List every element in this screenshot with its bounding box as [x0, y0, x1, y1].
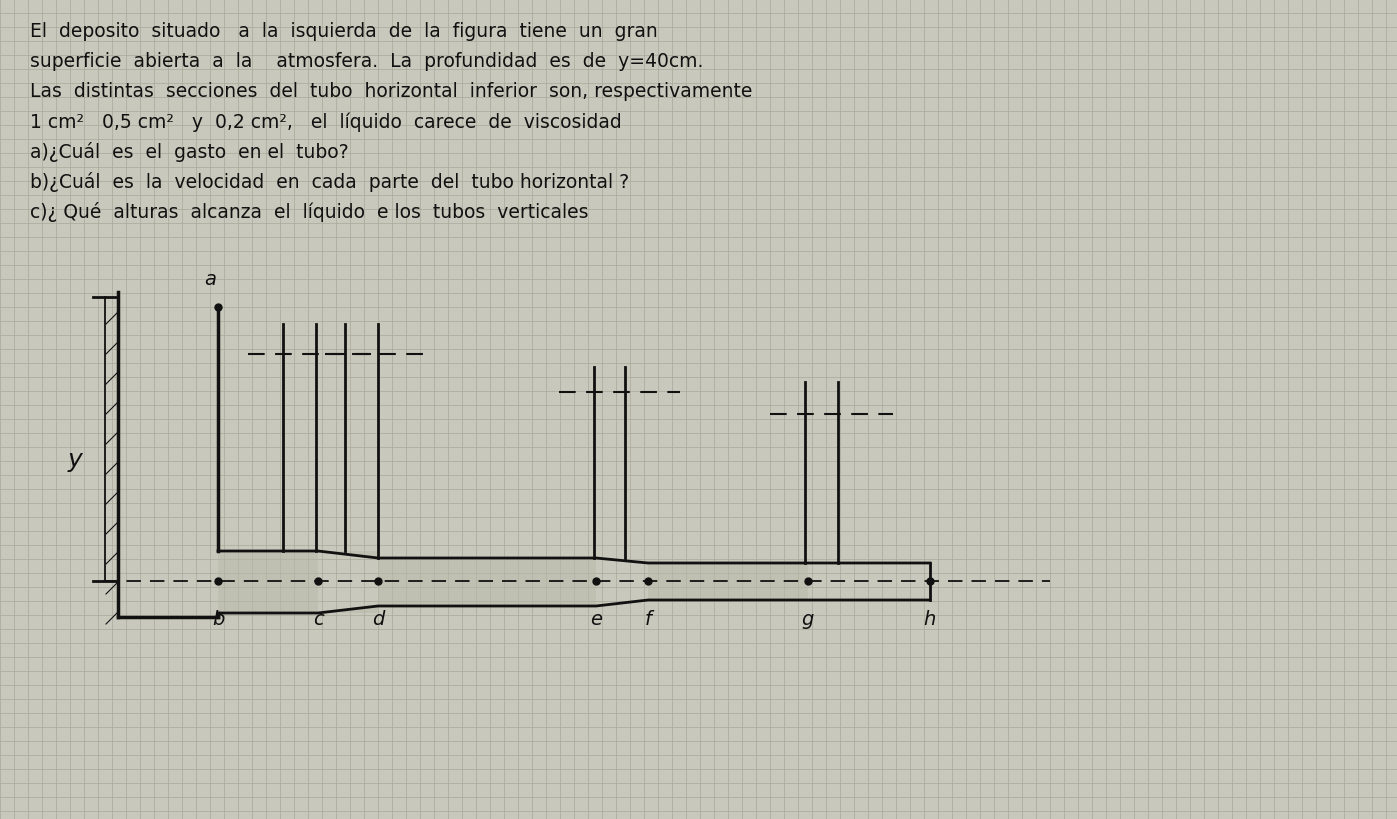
Text: El  deposito  situado   a  la  isquierda  de  la  figura  tiene  un  gran: El deposito situado a la isquierda de la… [29, 22, 658, 41]
Bar [379, 559, 597, 606]
Text: b)¿Cuál  es  la  velocidad  en  cada  parte  del  tubo horizontal ?: b)¿Cuál es la velocidad en cada parte de… [29, 172, 629, 192]
Text: c)¿ Qué  alturas  alcanza  el  líquido  e los  tubos  verticales: c)¿ Qué alturas alcanza el líquido e los… [29, 201, 588, 222]
Text: a)¿Cuál  es  el  gasto  en el  tubo?: a)¿Cuál es el gasto en el tubo? [29, 142, 349, 162]
Text: d: d [372, 609, 384, 628]
Polygon shape [319, 606, 379, 613]
Text: f: f [644, 609, 651, 628]
Text: a: a [204, 269, 217, 288]
Polygon shape [319, 551, 379, 559]
Text: g: g [802, 609, 814, 628]
Text: e: e [590, 609, 602, 628]
Text: Las  distintas  secciones  del  tubo  horizontal  inferior  son, respectivamente: Las distintas secciones del tubo horizon… [29, 82, 753, 101]
Text: superficie  abierta  a  la    atmosfera.  La  profundidad  es  de  y=40cm.: superficie abierta a la atmosfera. La pr… [29, 52, 703, 71]
Text: h: h [923, 609, 936, 628]
Text: 1 cm²   0,5 cm²   y  0,2 cm²,   el  líquido  carece  de  viscosidad: 1 cm² 0,5 cm² y 0,2 cm², el líquido care… [29, 112, 622, 131]
Text: c: c [313, 609, 323, 628]
Text: b: b [212, 609, 224, 628]
Bar [218, 551, 319, 613]
Text: y: y [67, 447, 82, 472]
Bar [648, 563, 807, 600]
